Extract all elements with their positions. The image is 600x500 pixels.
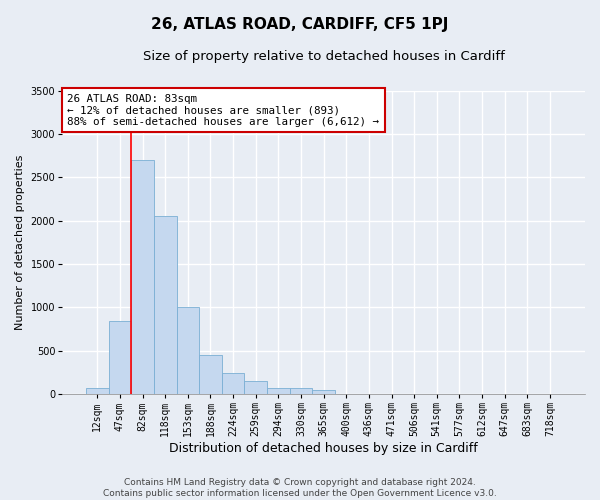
Text: 26 ATLAS ROAD: 83sqm
← 12% of detached houses are smaller (893)
88% of semi-deta: 26 ATLAS ROAD: 83sqm ← 12% of detached h…	[67, 94, 379, 127]
Bar	[290, 388, 313, 394]
Text: 26, ATLAS ROAD, CARDIFF, CF5 1PJ: 26, ATLAS ROAD, CARDIFF, CF5 1PJ	[151, 18, 449, 32]
Y-axis label: Number of detached properties: Number of detached properties	[15, 154, 25, 330]
Bar	[176, 308, 199, 394]
Bar	[267, 388, 290, 394]
X-axis label: Distribution of detached houses by size in Cardiff: Distribution of detached houses by size …	[169, 442, 478, 455]
Bar	[154, 216, 176, 394]
Bar	[86, 388, 109, 394]
Text: Contains HM Land Registry data © Crown copyright and database right 2024.
Contai: Contains HM Land Registry data © Crown c…	[103, 478, 497, 498]
Bar	[313, 390, 335, 394]
Title: Size of property relative to detached houses in Cardiff: Size of property relative to detached ho…	[143, 50, 505, 63]
Bar	[131, 160, 154, 394]
Bar	[244, 381, 267, 394]
Bar	[222, 374, 244, 394]
Bar	[199, 355, 222, 394]
Bar	[109, 322, 131, 394]
